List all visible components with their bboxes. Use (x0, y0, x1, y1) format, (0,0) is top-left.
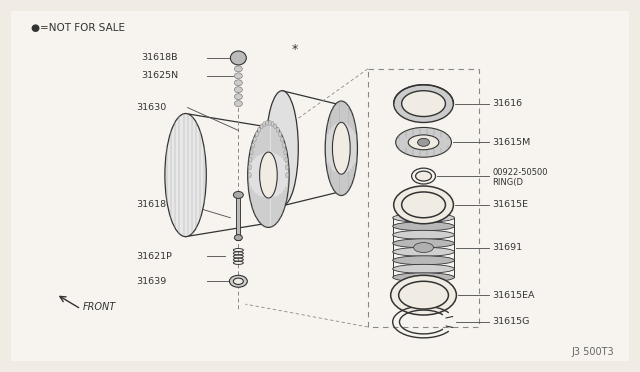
Ellipse shape (285, 173, 289, 177)
Ellipse shape (394, 85, 453, 122)
Ellipse shape (278, 132, 282, 137)
Ellipse shape (263, 122, 266, 126)
Ellipse shape (393, 264, 454, 273)
Ellipse shape (417, 138, 429, 146)
Ellipse shape (408, 135, 439, 150)
Ellipse shape (234, 66, 243, 72)
Text: 31618: 31618 (136, 201, 166, 209)
Ellipse shape (393, 239, 454, 248)
Text: 31615E: 31615E (492, 201, 528, 209)
Text: 31615M: 31615M (492, 138, 531, 147)
Ellipse shape (390, 275, 456, 315)
Ellipse shape (253, 137, 256, 142)
Text: 31615EA: 31615EA (492, 291, 535, 300)
Ellipse shape (393, 222, 454, 231)
Ellipse shape (234, 235, 243, 241)
Ellipse shape (284, 150, 287, 155)
Ellipse shape (234, 80, 243, 86)
Ellipse shape (248, 173, 252, 177)
Text: ●=NOT FOR SALE: ●=NOT FOR SALE (31, 23, 125, 33)
Ellipse shape (276, 127, 279, 132)
Text: 31621P: 31621P (136, 252, 172, 261)
Text: FRONT: FRONT (83, 302, 116, 312)
Ellipse shape (413, 243, 433, 253)
Ellipse shape (282, 143, 285, 148)
Text: 31616: 31616 (492, 99, 522, 108)
Ellipse shape (234, 73, 243, 79)
Ellipse shape (234, 94, 243, 100)
Ellipse shape (260, 152, 277, 198)
Text: J3 500T3: J3 500T3 (571, 347, 614, 357)
Bar (368, 69, 479, 327)
Ellipse shape (402, 192, 445, 218)
Ellipse shape (396, 128, 451, 157)
Ellipse shape (266, 91, 298, 206)
Ellipse shape (229, 275, 247, 287)
Ellipse shape (332, 122, 350, 174)
Text: 00922-50500: 00922-50500 (492, 168, 548, 177)
FancyBboxPatch shape (12, 11, 628, 361)
Ellipse shape (399, 281, 449, 309)
Ellipse shape (234, 278, 243, 285)
Ellipse shape (248, 123, 289, 227)
Text: 31625N: 31625N (141, 71, 178, 80)
Ellipse shape (234, 192, 243, 198)
Ellipse shape (249, 157, 252, 162)
Text: 31618B: 31618B (141, 54, 177, 62)
Ellipse shape (393, 256, 454, 265)
Ellipse shape (234, 101, 243, 107)
Ellipse shape (271, 122, 274, 126)
Ellipse shape (325, 101, 357, 196)
Ellipse shape (285, 157, 288, 162)
Ellipse shape (258, 127, 260, 132)
Text: 31630: 31630 (136, 103, 166, 112)
Ellipse shape (248, 165, 252, 170)
Ellipse shape (255, 132, 259, 137)
Ellipse shape (285, 165, 289, 170)
Ellipse shape (280, 137, 284, 142)
Ellipse shape (230, 51, 246, 65)
Ellipse shape (393, 273, 454, 282)
Ellipse shape (393, 247, 454, 256)
Text: RING(D: RING(D (492, 177, 524, 186)
Ellipse shape (266, 121, 269, 125)
Ellipse shape (274, 124, 276, 129)
Text: *: * (292, 42, 298, 55)
Ellipse shape (252, 143, 255, 148)
Ellipse shape (250, 150, 253, 155)
Text: 31615G: 31615G (492, 317, 530, 327)
Ellipse shape (415, 171, 431, 181)
Text: 31639: 31639 (136, 277, 166, 286)
Ellipse shape (394, 186, 453, 224)
Ellipse shape (234, 87, 243, 93)
Ellipse shape (402, 91, 445, 116)
Ellipse shape (393, 230, 454, 239)
Ellipse shape (268, 121, 271, 125)
Ellipse shape (165, 113, 206, 237)
Ellipse shape (393, 213, 454, 222)
Ellipse shape (260, 124, 263, 129)
Text: 31691: 31691 (492, 243, 522, 252)
